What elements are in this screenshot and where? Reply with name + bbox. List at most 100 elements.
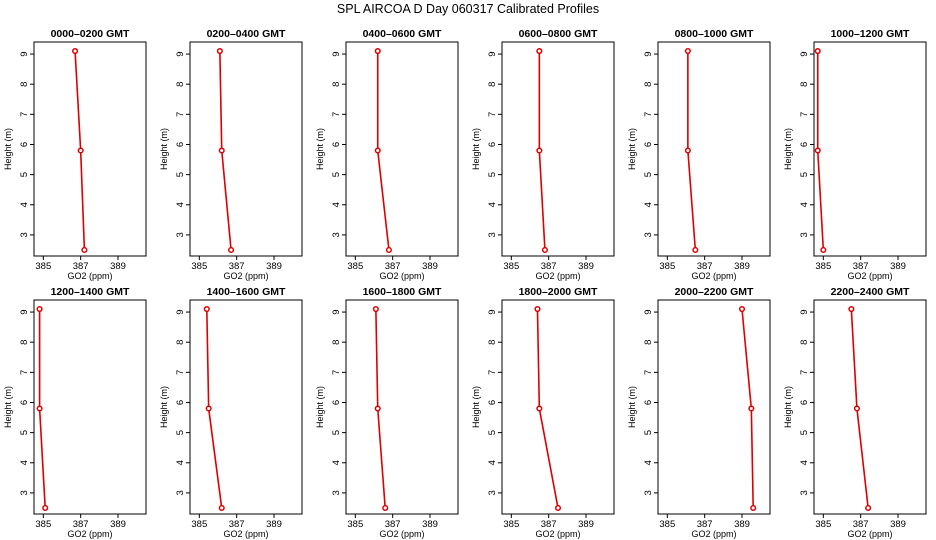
y-tick-label: 6: [331, 400, 342, 405]
data-point: [541, 246, 548, 254]
data-point: [216, 47, 223, 55]
y-tick-label: 3: [175, 490, 186, 495]
y-tick-label: 3: [331, 490, 342, 495]
data-point: [750, 504, 757, 512]
y-tick-label: 9: [331, 51, 342, 56]
plot-frame: [33, 299, 147, 515]
y-tick-label: 8: [19, 82, 30, 87]
y-tick-label: 8: [331, 340, 342, 345]
x-tick-label: 385: [191, 519, 207, 530]
chart-panel: 1000–1200 GMT 385 387 389 3 4 5 6 7 8 9 GO2 (ppm) He…: [783, 28, 927, 281]
y-tick-label: 5: [331, 430, 342, 435]
y-tick-label: 6: [643, 142, 654, 147]
x-axis-label: GO2 (ppm): [535, 271, 580, 281]
data-point: [77, 147, 84, 154]
x-tick-label: 387: [697, 261, 713, 272]
y-axis-label: Height (m): [315, 386, 325, 428]
y-tick-label: 6: [19, 142, 30, 147]
y-tick-label: 7: [487, 112, 498, 117]
y-tick-label: 9: [331, 309, 342, 314]
x-tick-label: 389: [110, 519, 126, 530]
data-point: [738, 305, 746, 313]
y-tick-label: 4: [19, 202, 30, 207]
x-tick-label: 389: [422, 261, 438, 272]
data-point: [218, 504, 225, 512]
panel-title: 2000–2200 GMT: [675, 286, 754, 298]
y-tick-label: 7: [175, 370, 186, 375]
y-tick-label: 9: [487, 309, 498, 314]
y-axis-label: Height (m): [783, 128, 793, 170]
data-point: [372, 305, 379, 313]
chart-panel: 0200–0400 GMT 385 387 389 3 4 5 6 7 8 9 GO2 (ppm) He…: [159, 28, 303, 281]
x-tick-label: 387: [73, 261, 89, 272]
plot-frame: [813, 299, 927, 515]
x-tick-label: 389: [578, 261, 594, 272]
plot-frame: [189, 299, 303, 515]
x-tick-label: 389: [890, 519, 906, 530]
x-tick-label: 387: [697, 519, 713, 530]
y-tick-label: 4: [19, 460, 30, 465]
y-tick-label: 4: [487, 202, 498, 207]
y-tick-label: 4: [643, 460, 654, 465]
y-tick-label: 3: [487, 490, 498, 495]
y-axis-label: Height (m): [627, 128, 637, 170]
y-tick-label: 4: [331, 202, 342, 207]
panel-title: 1000–1200 GMT: [831, 28, 910, 40]
y-tick-label: 7: [175, 112, 186, 117]
x-axis-label: GO2 (ppm): [691, 529, 736, 539]
x-axis-label: GO2 (ppm): [379, 529, 424, 539]
data-point: [374, 147, 381, 154]
data-point: [374, 405, 381, 412]
x-tick-label: 389: [578, 519, 594, 530]
panel-title: 0000–0200 GMT: [51, 28, 130, 40]
x-axis-label: GO2 (ppm): [847, 271, 892, 281]
x-tick-label: 387: [541, 261, 557, 272]
y-tick-label: 8: [175, 340, 186, 345]
data-point: [684, 147, 691, 154]
y-axis-label: Height (m): [783, 386, 793, 428]
x-tick-label: 389: [266, 261, 282, 272]
y-axis-label: Height (m): [315, 128, 325, 170]
x-tick-label: 389: [266, 519, 282, 530]
y-tick-label: 9: [643, 51, 654, 56]
data-point: [820, 246, 827, 254]
y-tick-label: 9: [175, 309, 186, 314]
y-tick-label: 8: [799, 340, 810, 345]
panel-title: 2200–2400 GMT: [831, 286, 910, 298]
x-tick-label: 385: [35, 519, 51, 530]
plot-frame: [501, 41, 615, 257]
y-tick-label: 6: [643, 400, 654, 405]
y-tick-label: 3: [487, 232, 498, 237]
y-tick-label: 7: [799, 370, 810, 375]
y-tick-label: 6: [175, 142, 186, 147]
y-tick-label: 7: [643, 112, 654, 117]
y-tick-label: 7: [799, 112, 810, 117]
y-tick-label: 6: [331, 142, 342, 147]
x-tick-label: 385: [659, 519, 675, 530]
y-tick-label: 7: [331, 112, 342, 117]
chart-panel: 2000–2200 GMT 385 387 389 3 4 5 6 7 8 9 GO2 (ppm) He…: [627, 286, 771, 539]
y-tick-label: 9: [487, 51, 498, 56]
y-tick-label: 9: [799, 309, 810, 314]
y-tick-label: 5: [331, 172, 342, 177]
x-tick-label: 387: [385, 519, 401, 530]
plot-frame: [501, 299, 615, 515]
y-tick-label: 4: [175, 202, 186, 207]
panel-title: 1600–1800 GMT: [363, 286, 442, 298]
y-tick-label: 3: [643, 490, 654, 495]
y-tick-label: 6: [487, 142, 498, 147]
y-axis-label: Height (m): [471, 386, 481, 428]
y-tick-label: 7: [487, 370, 498, 375]
y-tick-label: 6: [799, 142, 810, 147]
data-point: [42, 504, 49, 512]
y-tick-label: 8: [799, 82, 810, 87]
y-tick-label: 8: [487, 340, 498, 345]
x-tick-label: 387: [853, 261, 869, 272]
y-tick-label: 8: [487, 82, 498, 87]
x-tick-label: 389: [422, 519, 438, 530]
y-tick-label: 4: [331, 460, 342, 465]
x-tick-label: 385: [347, 261, 363, 272]
y-tick-label: 3: [19, 490, 30, 495]
